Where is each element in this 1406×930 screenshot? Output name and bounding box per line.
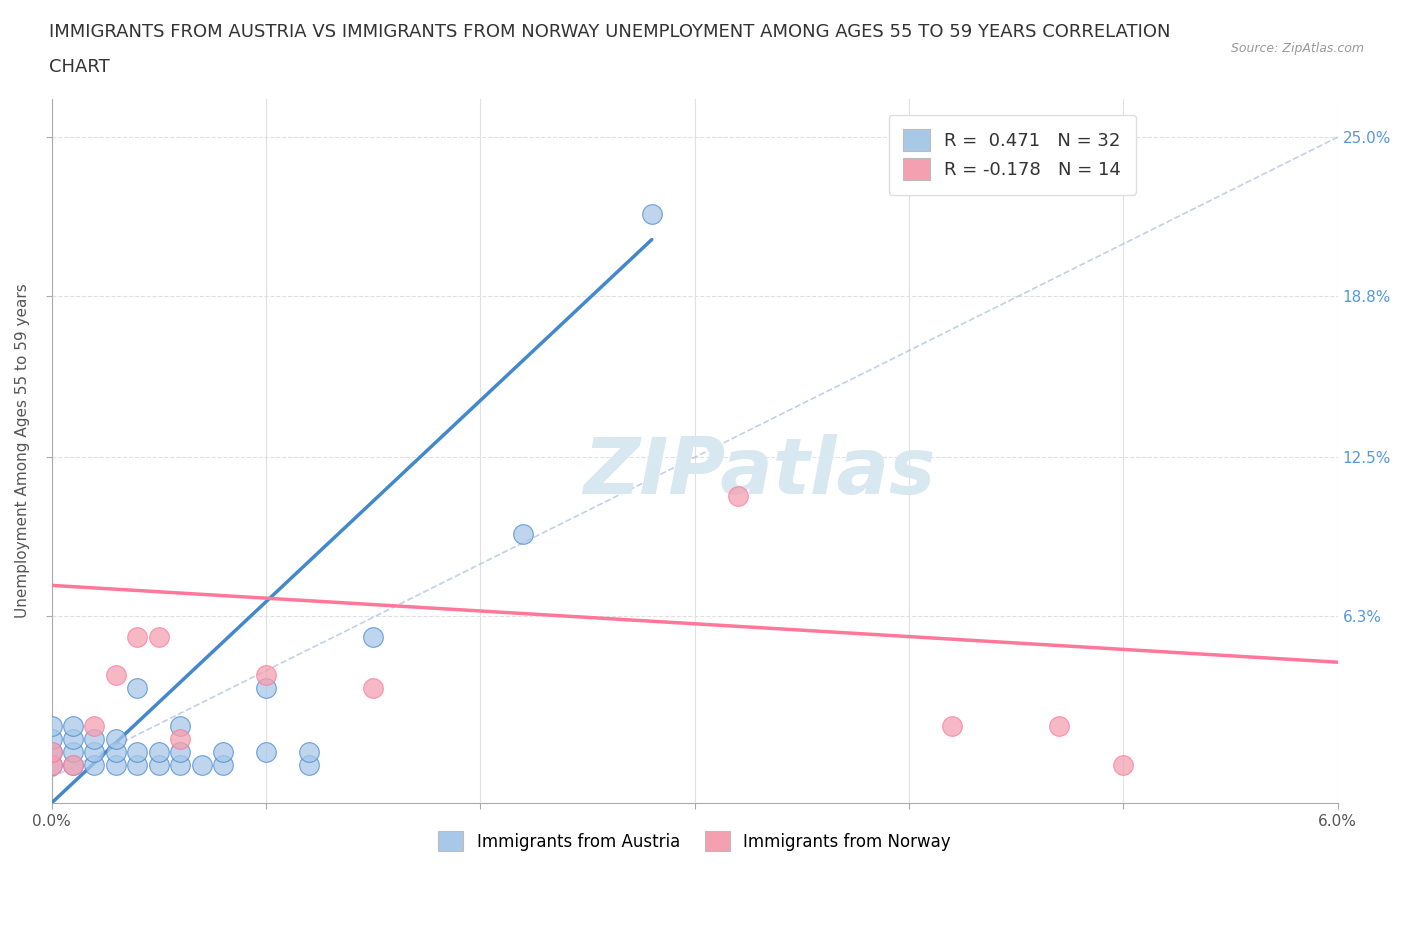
Point (169, 757, 191, 772)
Point (1112, 757, 1135, 772)
Point (104, 744, 127, 759)
Point (104, 732, 127, 747)
Point (62, 757, 84, 772)
Text: ZIPatlas: ZIPatlas (583, 434, 935, 510)
Point (361, 630, 384, 644)
Point (127, 630, 149, 644)
Point (169, 732, 191, 747)
Point (727, 488, 749, 503)
Point (254, 681, 277, 696)
Point (1047, 719, 1070, 734)
Point (212, 744, 235, 759)
Point (41, 719, 63, 734)
Point (83, 757, 105, 772)
Point (641, 206, 664, 221)
Point (83, 732, 105, 747)
Point (127, 757, 149, 772)
Point (41, 744, 63, 759)
Text: CHART: CHART (49, 58, 110, 75)
Point (41, 744, 63, 759)
Point (62, 732, 84, 747)
Point (169, 719, 191, 734)
Point (41, 732, 63, 747)
Point (127, 681, 149, 696)
Point (941, 719, 963, 734)
Point (169, 744, 191, 759)
Point (512, 526, 534, 541)
Point (104, 757, 127, 772)
Point (190, 757, 212, 772)
Point (104, 668, 127, 683)
Point (127, 744, 149, 759)
Point (62, 757, 84, 772)
Point (62, 744, 84, 759)
Text: IMMIGRANTS FROM AUSTRIA VS IMMIGRANTS FROM NORWAY UNEMPLOYMENT AMONG AGES 55 TO : IMMIGRANTS FROM AUSTRIA VS IMMIGRANTS FR… (49, 23, 1171, 41)
Text: Source: ZipAtlas.com: Source: ZipAtlas.com (1230, 42, 1364, 55)
Point (298, 744, 321, 759)
Point (361, 681, 384, 696)
Point (148, 757, 170, 772)
Point (62, 719, 84, 734)
Point (298, 757, 321, 772)
Point (254, 668, 277, 683)
Point (148, 744, 170, 759)
Point (254, 744, 277, 759)
Point (148, 630, 170, 644)
Point (41, 757, 63, 772)
Point (41, 757, 63, 772)
Point (83, 744, 105, 759)
Point (212, 757, 235, 772)
Y-axis label: Unemployment Among Ages 55 to 59 years: Unemployment Among Ages 55 to 59 years (15, 284, 30, 618)
Point (83, 719, 105, 734)
Legend: Immigrants from Austria, Immigrants from Norway: Immigrants from Austria, Immigrants from… (432, 825, 957, 858)
